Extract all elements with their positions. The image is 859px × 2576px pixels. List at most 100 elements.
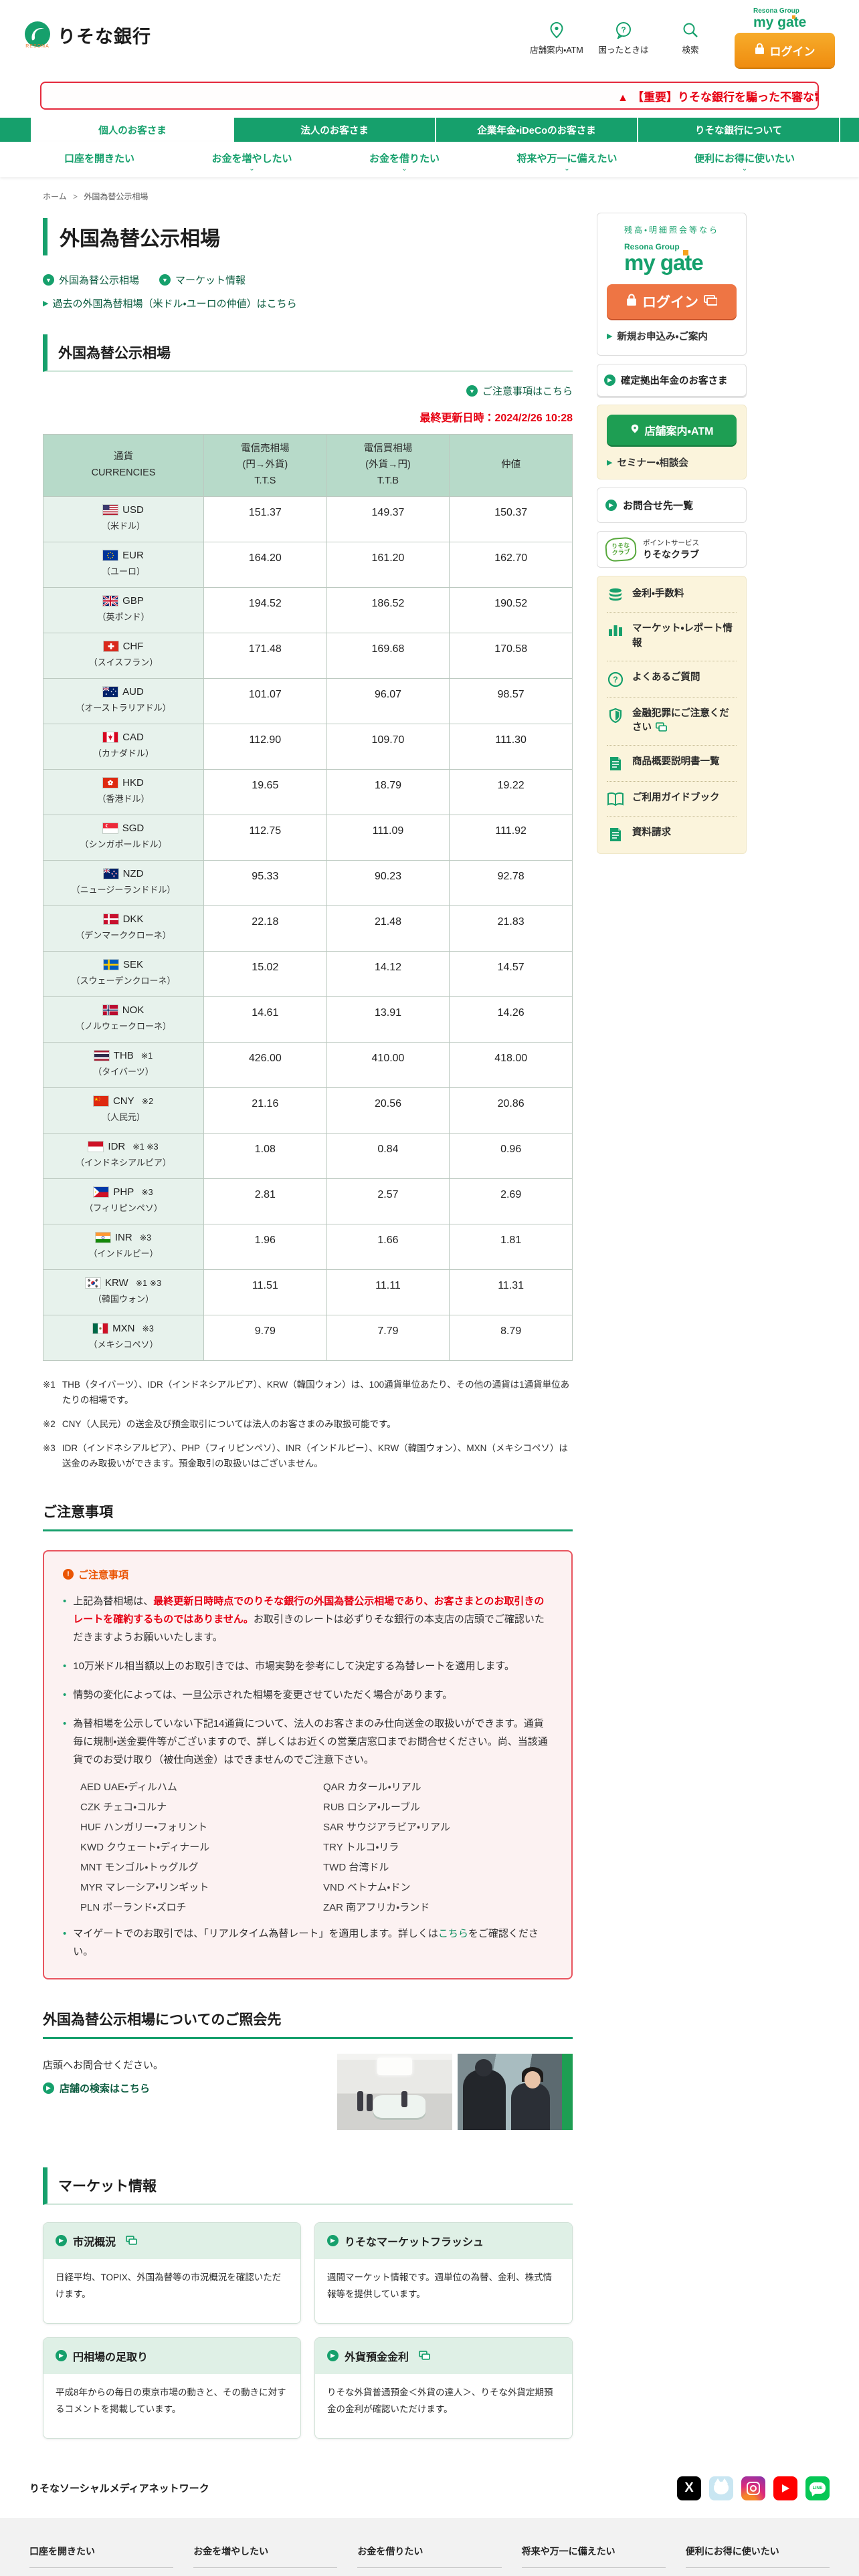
subnav-item-2[interactable]: お金を増やしたい ⌄ — [211, 151, 292, 175]
page-title: 外国為替公示相場 — [43, 218, 573, 255]
notes-heading: ご注意事項 — [43, 1501, 573, 1531]
market-card-3[interactable]: ▶ 円相場の足取り 平成8年からの毎日の東京市場の動きと、その動きに対するコメントを… — [43, 2337, 301, 2439]
footer-link[interactable]: 住宅ローン(新規) — [357, 2573, 501, 2576]
currency-name: （人民元） — [101, 1111, 145, 1122]
fx-row-NZD: NZD （ニュージーランドドル） 95.33 90.23 92.78 — [43, 859, 573, 906]
rate-tts: 95.33 — [203, 859, 327, 906]
subnav-item-5[interactable]: 便利にお得に使いたい ⌄ — [694, 151, 795, 175]
currency-code: MXN ※3 — [43, 1323, 203, 1334]
subnav-item-4[interactable]: 将来や万一に備えたい ⌄ — [516, 151, 617, 175]
header-login-button[interactable]: ログイン — [735, 33, 835, 68]
subnav-item-1[interactable]: 口座を開きたい — [64, 151, 134, 175]
monitor-icon — [704, 294, 718, 310]
market-card-1[interactable]: ▶ 市況概況 日経平均、TOPIX、外国為替等の市況概況を確認いただけます。 — [43, 2222, 301, 2324]
sidebar-menu-3[interactable]: ? よくあるご質問 — [607, 661, 737, 697]
header-quick-question-bubble[interactable]: ? 困ったときは — [591, 20, 656, 56]
currency-cell: DKK （デンマーククローネ） — [43, 905, 204, 952]
arrow-right-circle-icon: ▶ — [604, 374, 615, 386]
market-card-desc: 週間マーケット情報です。週単位の為替、金利、株式情報等を提供しています。 — [327, 2272, 553, 2299]
flag-in-icon — [95, 1232, 110, 1243]
resona-logo[interactable]: RESONA りそな銀行 — [23, 20, 151, 55]
flag-eu-icon — [103, 550, 118, 560]
subnav-label: 口座を開きたい — [64, 153, 135, 165]
rate-ttb: 0.84 — [326, 1132, 450, 1179]
sidebar-menu-7[interactable]: 資料請求 — [607, 817, 737, 852]
currency-code: CNY ※2 — [43, 1095, 203, 1107]
contact-heading: 外国為替公示相場についてのご照会先 — [43, 2009, 573, 2039]
footnote-text: IDR（インドネシアルピア）、PHP（フィリピンペソ）、INR（インドルピー）、… — [62, 1442, 568, 1469]
flag-nz-icon — [103, 868, 118, 879]
anchor-label: 外国為替公示相場 — [59, 275, 140, 286]
page-anchor-1[interactable]: ▼ 外国為替公示相場 — [43, 273, 139, 287]
past-rates-link[interactable]: ▶ 過去の外国為替相場（米ドル・ユーロの仲値）はこちら — [43, 298, 297, 310]
tab-1[interactable]: 個人のお客さま — [31, 118, 233, 142]
branch-search-link[interactable]: ▶ 店舗の検索はこちら — [43, 2081, 337, 2095]
currency-code: THB ※1 — [43, 1050, 203, 1061]
line-icon[interactable]: LINE — [805, 2476, 830, 2500]
flag-hk-icon — [103, 777, 118, 788]
youtube-icon[interactable] — [773, 2476, 797, 2500]
fx-row-HKD: HKD （香港ドル） 19.65 18.79 19.22 — [43, 768, 573, 815]
currency-name: （インドルピー） — [88, 1248, 159, 1259]
realtime-rate-link[interactable]: こちら — [438, 1927, 468, 1939]
market-card-4[interactable]: ▶ 外貨預金金利 りそな外貨普通預金＜外貨の達人＞、りそな外貨定期預金の金利が確認い… — [314, 2337, 573, 2439]
header-quick-search[interactable]: 検索 — [658, 20, 723, 56]
subnav-item-3[interactable]: お金を借りたい ⌄ — [369, 151, 440, 175]
tab-2[interactable]: 法人のお客さま — [233, 118, 435, 142]
unsupported-currency-6: SAR サウジアラビア・リアル — [323, 1821, 450, 1833]
sidebar-login-button[interactable]: ログイン — [607, 284, 737, 319]
currency-code: NOK — [43, 1004, 203, 1016]
currency-code: GBP — [43, 595, 203, 607]
currency-code: CAD — [43, 732, 203, 743]
branch-atm-panel: 店舗案内・ATM ▶ セミナー・相談会 — [597, 405, 747, 479]
mygate-signup-link[interactable]: ▶ 新規お申込み・ご案内 — [607, 332, 708, 342]
important-alert-banner[interactable]: ▲ 【重要】りそな銀行を騙った不審な電 — [40, 82, 819, 110]
header-quick-pin[interactable]: 店舗案内・ATM — [524, 20, 589, 56]
card-title-label: 市況概況 — [73, 2236, 116, 2248]
currency-cell: GBP （英ポンド） — [43, 586, 204, 633]
resonya-cat-icon[interactable] — [709, 2476, 733, 2500]
footer-link[interactable]: 口座開設 — [29, 2573, 173, 2576]
menu-label: 商品概要説明書一覧 — [632, 756, 720, 767]
site-footer: 口座を開きたい口座開設お金を増やしたいつみたてボックス投資信託ファンドラップNI… — [0, 2517, 859, 2576]
inquiries-link[interactable]: ▶ お問合せ先一覧 — [597, 488, 747, 523]
sidebar-menu-1[interactable]: 金利・手数料 — [607, 578, 737, 613]
notes-anchor-link[interactable]: ▼ ご注意事項はこちら — [466, 384, 573, 398]
sidebar-menu-2[interactable]: マーケット・レポート情報 — [607, 613, 737, 661]
rate-ttb: 169.68 — [326, 632, 450, 679]
footer-link[interactable]: つみたてボックス — [193, 2573, 337, 2576]
unsupported-currency-10: TWD 台湾ドル — [323, 1861, 389, 1873]
tab-3[interactable]: 企業年金・iDeCoのお客さま — [435, 118, 637, 142]
rate-tts: 151.37 — [203, 496, 327, 542]
branch-atm-button[interactable]: 店舗案内・ATM — [607, 415, 737, 445]
unsupported-currency-13: PLN ポーランド・ズロチ — [80, 1901, 187, 1913]
footer-link[interactable]: マイゲート — [686, 2573, 830, 2576]
market-card-2[interactable]: ▶ りそなマーケットフラッシュ 週間マーケット情報です。週単位の為替、金利、株式情報… — [314, 2222, 573, 2324]
footer-link[interactable]: 保険 — [522, 2573, 666, 2576]
footnote-2: ※2 CNY（人民元）の送金及び預金取引については法人のお客さまのみ取扱可能です。 — [43, 1416, 573, 1432]
instagram-icon[interactable] — [741, 2476, 765, 2500]
sidebar-menu-4[interactable]: 金融犯罪にご注意ください — [607, 697, 737, 746]
page-anchor-2[interactable]: ▼ マーケット情報 — [159, 273, 246, 287]
subnav-label: 将来や万一に備えたい — [516, 153, 617, 165]
x-icon[interactable]: X — [677, 2476, 701, 2500]
footer-column-3: お金を借りたい住宅ローン(新規)住宅ローン(お借換え)住宅ローンシミュレーション… — [357, 2545, 502, 2576]
contact-photos — [337, 2053, 573, 2130]
sidebar-menu-5[interactable]: 商品概要説明書一覧 — [607, 746, 737, 782]
header-login-label: ログイン — [769, 45, 816, 58]
sidebar-menu-6[interactable]: ご利用ガイドブック — [607, 782, 737, 817]
seminar-link[interactable]: ▶ セミナー・相談会 — [607, 458, 688, 469]
fx-row-CAD: CAD （カナダドル） 112.90 109.70 111.30 — [43, 723, 573, 770]
flag-se-icon — [103, 959, 118, 970]
breadcrumb-home[interactable]: ホーム — [43, 192, 67, 201]
rate-tts: 112.75 — [203, 814, 327, 861]
quick-label: 店舗案内・ATM — [530, 45, 583, 55]
resona-club-link[interactable]: りそな クラブ ポイントサービス りそなクラブ — [597, 531, 747, 568]
mygate-group-label: Resona Group — [753, 7, 799, 15]
content: 外国為替公示相場 ▼ 外国為替公示相場 ▼ マーケット情報 ▶ 過去の外国為替相場（米… — [0, 202, 859, 2439]
currency-cell: MXN ※3 （メキシコペソ） — [43, 1314, 204, 1361]
note-bullet-4: • 為替相場を公示していない下記14通貨について、法人のお客さまのみ仕向送金の取扱… — [63, 1715, 553, 1769]
tab-4[interactable]: りそな銀行について — [637, 118, 839, 142]
dc-pension-link[interactable]: ▶ 確定拠出年金のお客さま — [597, 364, 747, 397]
currency-name: （香港ドル） — [97, 793, 150, 804]
